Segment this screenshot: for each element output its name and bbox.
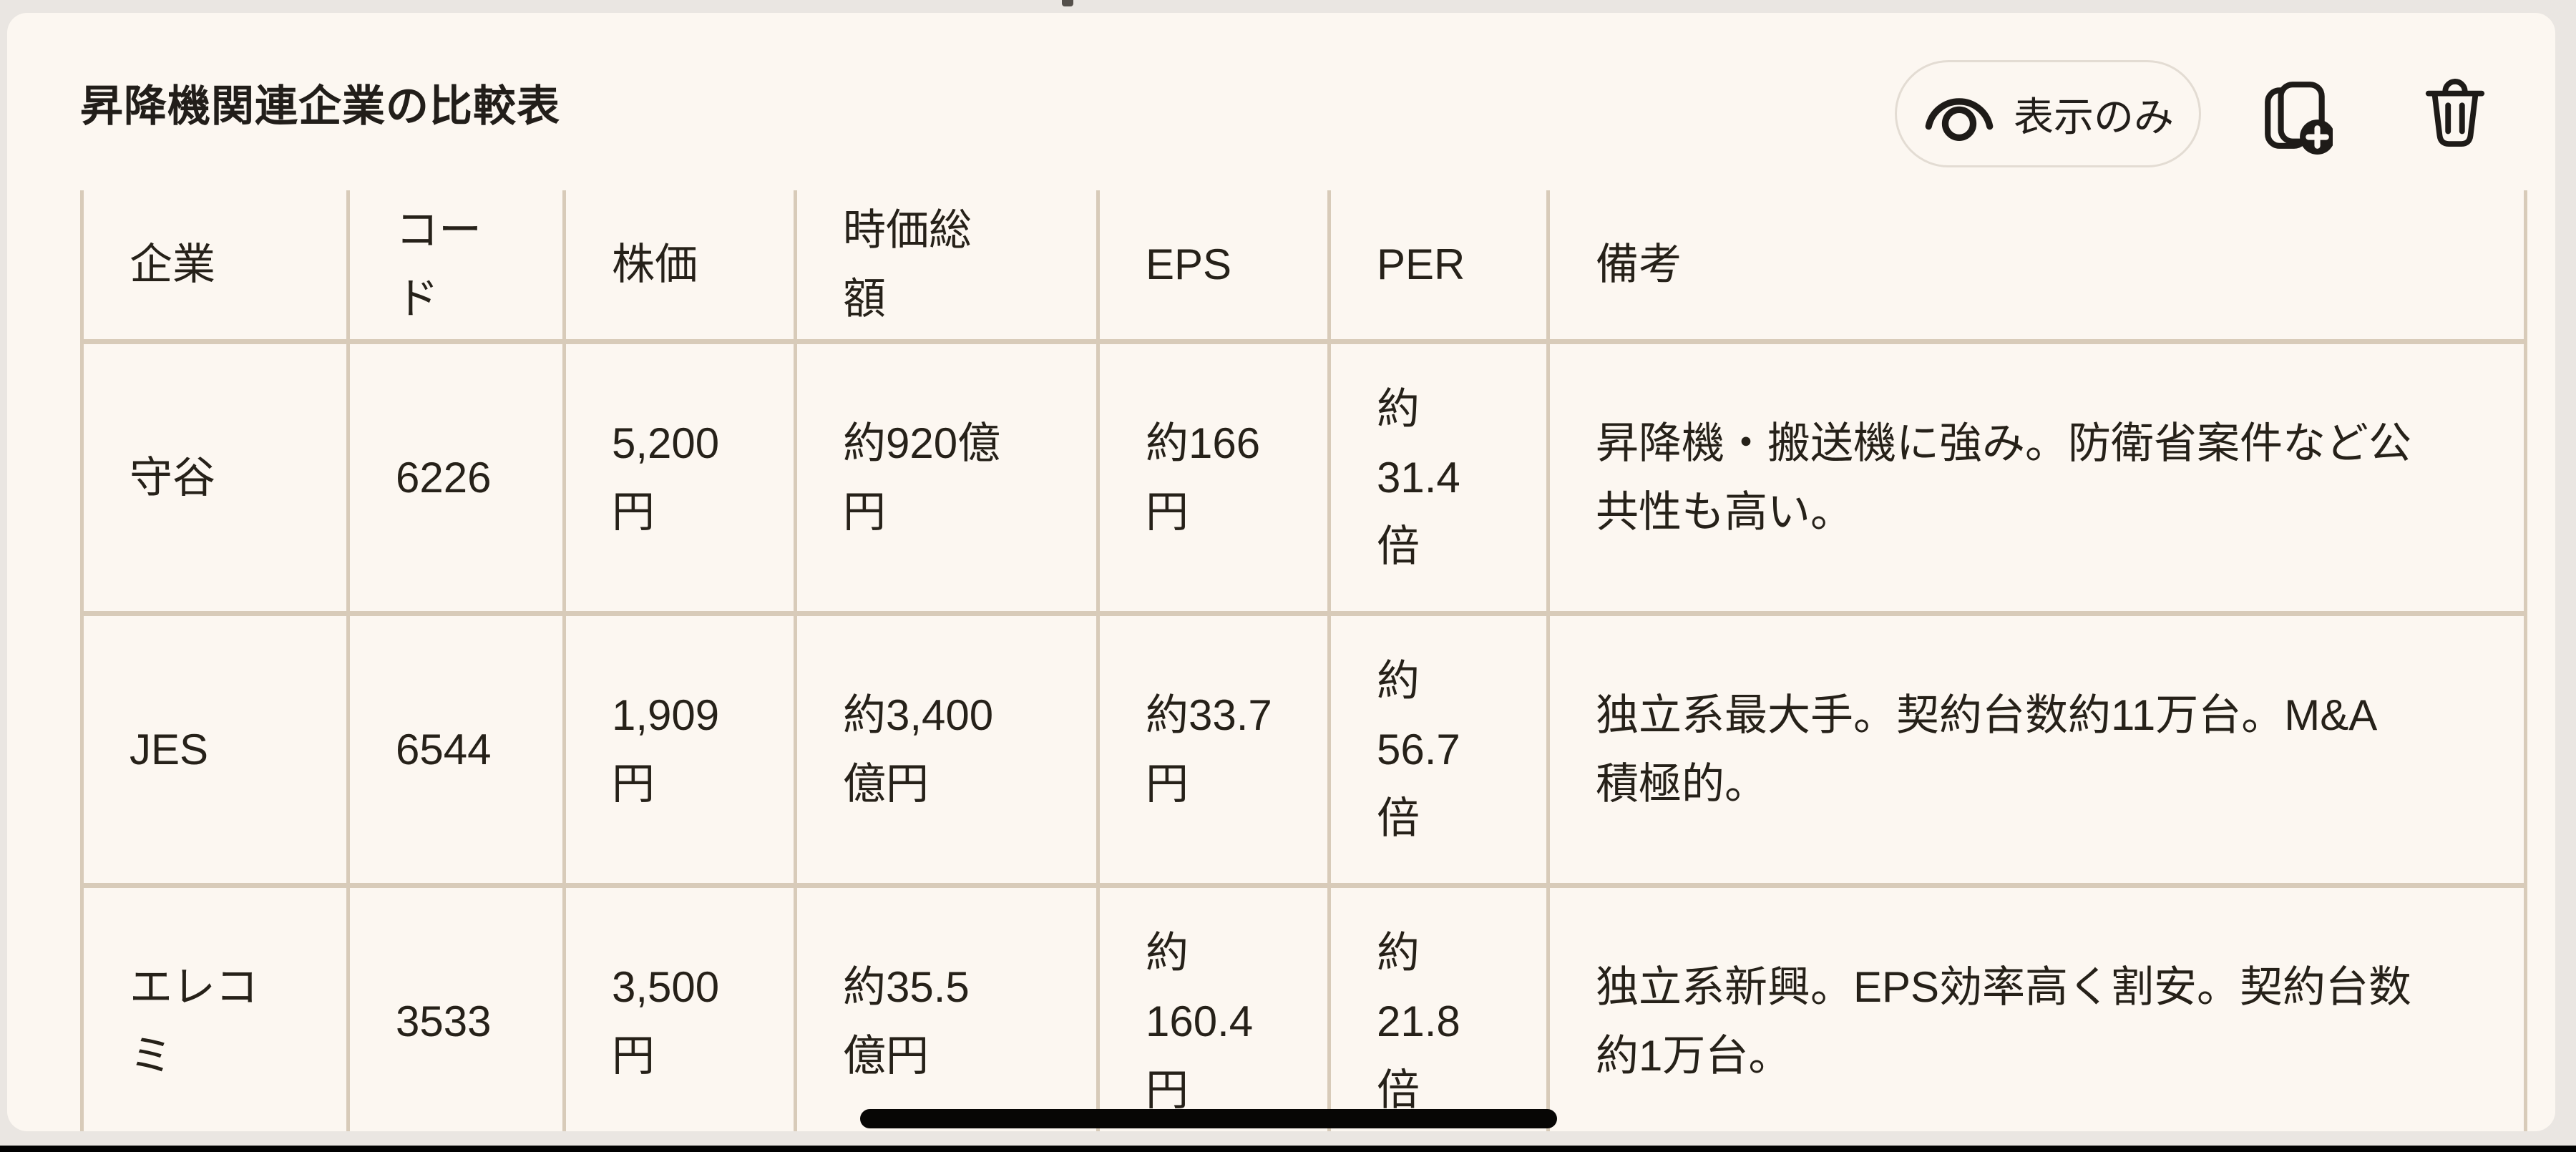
cell-stock-price: 5,200 円 — [562, 341, 796, 616]
cell-company: 守谷 — [80, 341, 348, 616]
cell-code: 6544 — [346, 613, 565, 888]
delete-button[interactable] — [2421, 76, 2489, 152]
horizontal-scrollbar-thumb[interactable] — [860, 1109, 1557, 1128]
table-row: エレコ ミ 3533 3,500 円 約35.5 億円 約 160.4 円 約 … — [80, 885, 2527, 1131]
cell-code: 3533 — [346, 885, 565, 1131]
cell-company: エレコ ミ — [80, 885, 348, 1131]
copy-plus-icon — [2261, 82, 2335, 157]
eye-icon — [1922, 82, 1996, 147]
cell-notes: 独立系新興。EPS効率高く割安。契約台数 約1万台。 — [1546, 885, 2527, 1131]
cell-per: 約 21.8 倍 — [1327, 885, 1548, 1131]
column-header-market-cap: 時価総 額 — [794, 190, 1098, 344]
cell-notes: 独立系最大手。契約台数約11万台。M&A 積極的。 — [1546, 613, 2527, 888]
cell-stock-price: 1,909 円 — [562, 613, 796, 888]
column-header-eps: EPS — [1096, 190, 1330, 344]
duplicate-button[interactable] — [2261, 79, 2335, 157]
cell-code: 6226 — [346, 341, 565, 616]
drag-handle — [1062, 0, 1073, 6]
cell-market-cap: 約35.5 億円 — [794, 885, 1098, 1131]
header-row: 企業 コー ド 株価 時価総 額 EPS PER 備考 — [80, 190, 2527, 344]
table-row: 守谷 6226 5,200 円 約920億 円 約166 円 約 31.4 倍 … — [80, 341, 2527, 616]
trash-icon — [2421, 79, 2489, 154]
cell-eps: 約 160.4 円 — [1096, 885, 1330, 1131]
column-header-stock-price: 株価 — [562, 190, 796, 344]
cell-per: 約 56.7 倍 — [1327, 613, 1548, 888]
comparison-table: 企業 コー ド 株価 時価総 額 EPS PER 備考 守谷 6226 5,20… — [80, 190, 2527, 1131]
table-row: JES 6544 1,909 円 約3,400 億円 約33.7 円 約 56.… — [80, 613, 2527, 888]
page-title: 昇降機関連企業の比較表 — [80, 82, 560, 130]
artifact-card: 昇降機関連企業の比較表 表示のみ — [7, 13, 2555, 1131]
cell-per: 約 31.4 倍 — [1327, 341, 1548, 616]
cell-market-cap: 約3,400 億円 — [794, 613, 1098, 888]
cell-eps: 約166 円 — [1096, 341, 1330, 616]
cell-eps: 約33.7 円 — [1096, 613, 1330, 888]
bottom-edge-strip — [0, 1146, 2576, 1152]
column-header-company: 企業 — [80, 190, 348, 344]
cell-company: JES — [80, 613, 348, 888]
column-header-code: コー ド — [346, 190, 565, 344]
cell-market-cap: 約920億 円 — [794, 341, 1098, 616]
cell-notes: 昇降機・搬送機に強み。防衛省案件など公 共性も高い。 — [1546, 341, 2527, 616]
column-header-notes: 備考 — [1546, 190, 2527, 344]
view-only-label: 表示のみ — [2014, 94, 2174, 140]
column-header-per: PER — [1327, 190, 1548, 344]
view-only-button[interactable]: 表示のみ — [1895, 60, 2201, 167]
cell-stock-price: 3,500 円 — [562, 885, 796, 1131]
